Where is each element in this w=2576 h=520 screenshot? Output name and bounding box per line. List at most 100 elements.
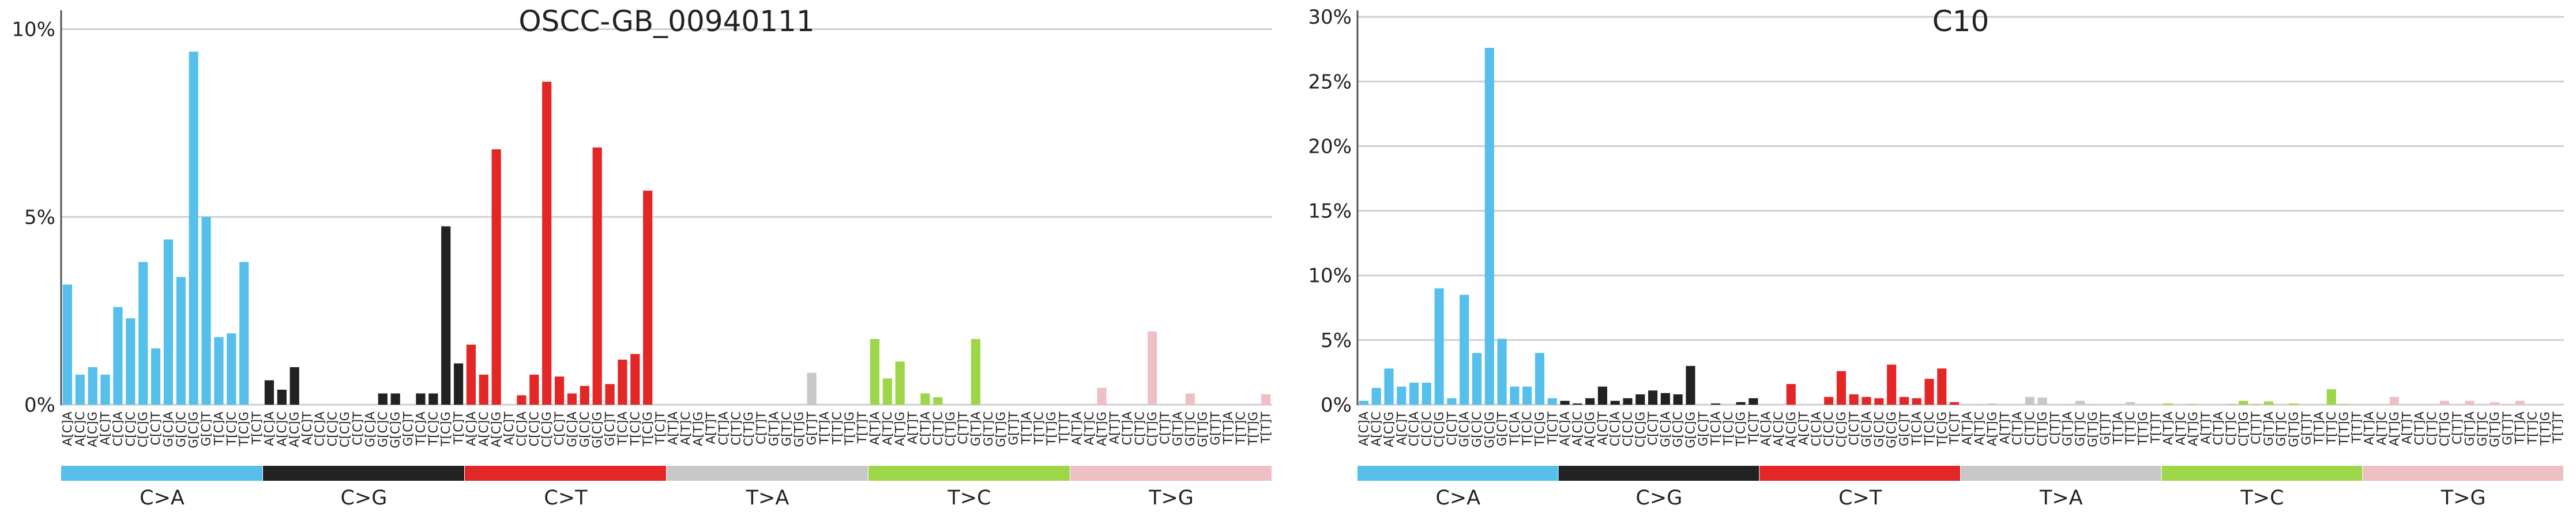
- bar: [1824, 397, 1834, 405]
- x-tick-label: A[C]G: [1583, 412, 1597, 447]
- bar: [1434, 288, 1444, 405]
- x-tick-label: A[T]A: [1070, 411, 1084, 445]
- bar: [2138, 404, 2148, 405]
- x-tick-label: C[C]G: [1633, 412, 1647, 447]
- x-tick-label: A[C]T: [99, 412, 112, 445]
- x-tick-label: C[C]C: [1420, 412, 1434, 446]
- bar: [138, 262, 148, 405]
- bar: [2088, 404, 2097, 405]
- x-tick-label: G[T]C: [2475, 412, 2489, 446]
- x-tick-label: A[T]C: [1082, 412, 1096, 445]
- x-tick-label: G[C]A: [1860, 411, 1874, 447]
- x-tick-label: A[T]A: [666, 411, 680, 445]
- x-tick-label: C[C]G: [1834, 412, 1848, 447]
- x-tick-label: T[C]C: [224, 412, 238, 446]
- bar: [466, 344, 476, 405]
- bar: [529, 374, 539, 405]
- x-tick-label: G[T]A: [2060, 411, 2074, 446]
- bar: [1937, 368, 1947, 405]
- x-tick-label: C[C]A: [1608, 411, 1622, 446]
- x-tick-label: C[T]T: [2249, 412, 2263, 444]
- x-tick-label: C[T]G: [2438, 412, 2451, 446]
- x-tick-label: G[T]G: [2287, 412, 2300, 447]
- bar: [1912, 398, 1921, 405]
- x-tick-label: A[C]T: [502, 412, 516, 445]
- bar: [428, 393, 438, 405]
- y-tick-label: 0%: [1321, 394, 1352, 417]
- x-tick-label: G[C]T: [200, 412, 213, 446]
- x-tick-label: G[C]T: [401, 412, 415, 446]
- y-tick-label: 15%: [1308, 200, 1352, 223]
- x-tick-label: T[C]G: [1734, 412, 1748, 447]
- bar: [239, 262, 249, 405]
- x-tick-label: C[T]A: [2010, 411, 2024, 445]
- mutation-type-label: T>C: [947, 487, 991, 510]
- bar: [1597, 386, 1608, 405]
- x-tick-label: T[T]G: [1246, 412, 1260, 446]
- x-tick-label: A[T]G: [2186, 412, 2200, 446]
- x-tick-label: C[T]G: [943, 412, 957, 446]
- x-tick-label: A[C]G: [1382, 412, 1396, 447]
- bar: [1384, 368, 1394, 405]
- x-tick-label: A[T]A: [2161, 411, 2175, 445]
- x-tick-label: G[T]A: [969, 411, 983, 446]
- mutation-type-strip: [1759, 466, 1960, 481]
- x-tick-label: T[C]T: [452, 412, 465, 445]
- x-tick-label: G[T]G: [2488, 412, 2502, 447]
- y-tick-label: 25%: [1308, 70, 1352, 93]
- bar: [491, 149, 501, 405]
- bar: [1585, 398, 1595, 405]
- bar: [113, 307, 123, 405]
- bar: [1547, 398, 1557, 405]
- x-tick-label: G[C]C: [174, 412, 188, 447]
- x-tick-label: G[T]A: [1171, 411, 1184, 446]
- bar: [933, 397, 943, 405]
- bar: [2063, 404, 2073, 405]
- x-tick-label: G[C]G: [187, 412, 201, 449]
- x-tick-label: A[T]G: [1985, 412, 1999, 446]
- mutation-type-strip: [465, 466, 666, 481]
- bar: [1421, 382, 1431, 405]
- x-tick-label: C[C]A: [313, 411, 326, 446]
- x-tick-label: G[C]C: [1671, 412, 1685, 447]
- mutation-type-strip: [868, 466, 1070, 481]
- x-tick-label: T[T]C: [2123, 412, 2137, 445]
- x-tick-label: A[T]A: [2362, 411, 2376, 445]
- x-tick-label: G[T]T: [1007, 412, 1021, 445]
- x-tick-label: A[C]T: [1596, 412, 1609, 445]
- x-tick-label: G[C]T: [603, 412, 617, 446]
- bar: [554, 376, 565, 405]
- mutation-type-strip: [667, 466, 868, 481]
- x-tick-label: G[T]C: [780, 412, 794, 446]
- bar: [1535, 353, 1545, 405]
- x-tick-label: G[C]G: [1885, 412, 1898, 449]
- x-tick-label: A[C]C: [275, 412, 289, 446]
- chart-svg: 0%5%10%15%20%25%30% C10A[C]AA[C]CA[C]GA[C…: [1308, 5, 2564, 510]
- bar: [618, 359, 627, 405]
- x-tick-label: A[C]T: [1797, 412, 1811, 445]
- x-tick-label: T[C]A: [212, 411, 225, 446]
- x-tick-label: A[C]G: [288, 412, 302, 447]
- bar: [2263, 401, 2273, 405]
- x-tick-label: A[C]A: [262, 411, 276, 446]
- x-tick-label: C[T]A: [918, 411, 932, 445]
- x-tick-label: G[C]C: [376, 412, 390, 447]
- bar: [1686, 365, 1695, 405]
- bar: [2389, 397, 2399, 405]
- x-tick-label: G[T]T: [2099, 412, 2112, 445]
- bar: [1359, 401, 1368, 405]
- y-tick-label: 30%: [1308, 6, 1352, 29]
- bar: [1185, 393, 1195, 405]
- x-tick-label: C[C]T: [149, 412, 163, 446]
- x-tick-label: G[C]A: [1457, 411, 1471, 447]
- x-tick-label: G[T]G: [2086, 412, 2100, 447]
- bar: [2126, 402, 2135, 405]
- bar: [75, 374, 85, 405]
- bar: [126, 318, 136, 405]
- x-tick-label: T[C]T: [1947, 412, 1961, 445]
- x-tick-label: T[C]T: [1545, 412, 1559, 445]
- bar: [1975, 404, 1984, 405]
- x-tick-label: T[C]T: [1746, 412, 1760, 445]
- bar: [2439, 401, 2450, 405]
- x-tick-label: T[C]A: [1910, 411, 1924, 446]
